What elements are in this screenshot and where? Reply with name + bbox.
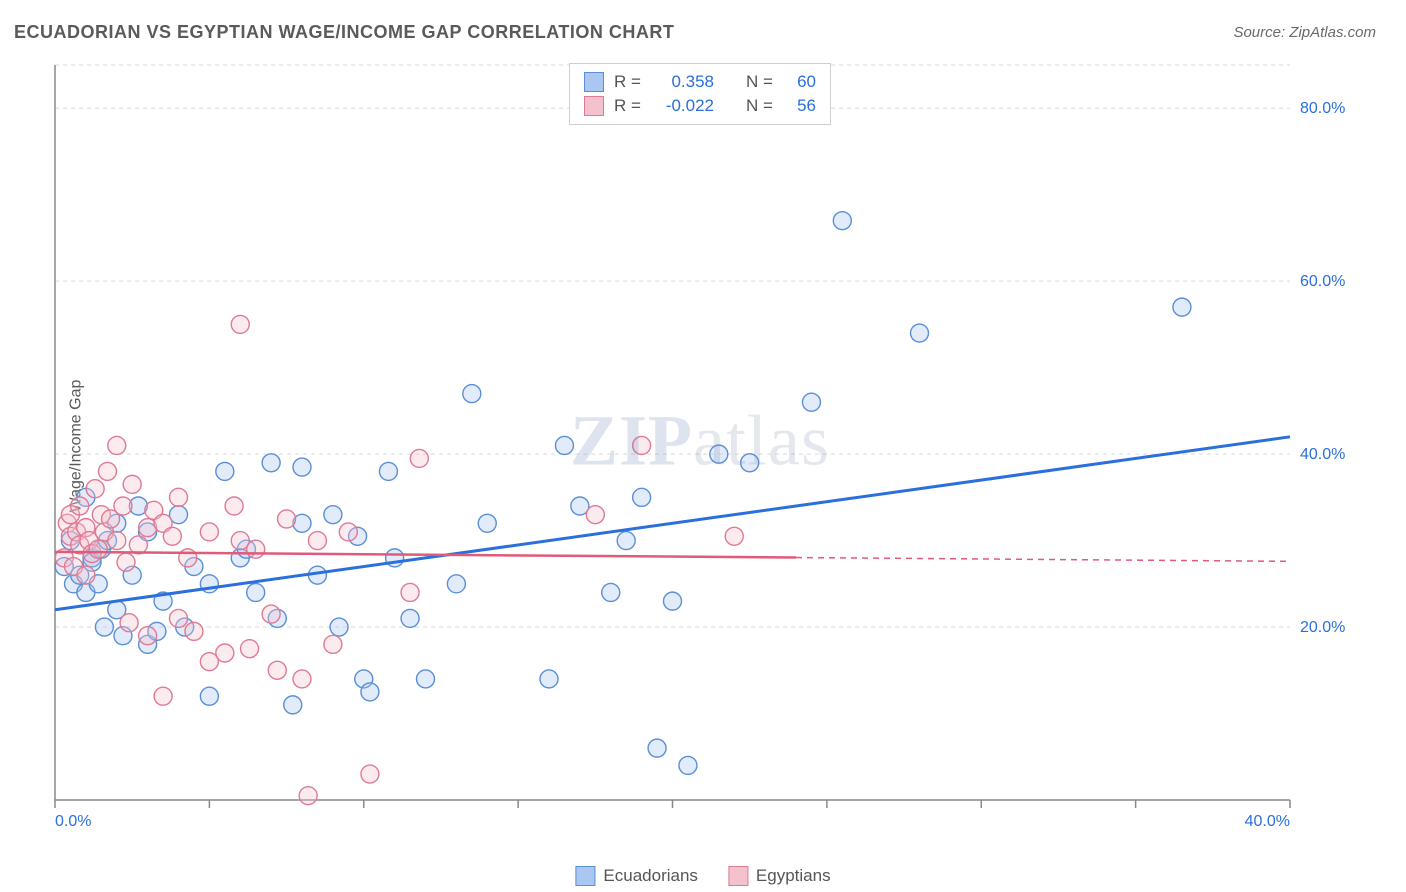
y-tick-label: 60.0% [1300, 273, 1345, 290]
scatter-point [833, 212, 851, 230]
scatter-point [139, 627, 157, 645]
scatter-point [293, 670, 311, 688]
scatter-point [170, 609, 188, 627]
scatter-point [664, 592, 682, 610]
scatter-point [648, 739, 666, 757]
scatter-plot: 20.0%40.0%60.0%80.0%0.0%40.0% ZIPatlas R… [50, 60, 1350, 830]
legend-r-label: R = [614, 70, 644, 94]
scatter-point [586, 506, 604, 524]
scatter-point [617, 532, 635, 550]
x-tick-label: 40.0% [1245, 813, 1290, 830]
scatter-point [120, 614, 138, 632]
legend-n-label: N = [746, 70, 776, 94]
scatter-point [602, 583, 620, 601]
scatter-point [447, 575, 465, 593]
y-tick-label: 20.0% [1300, 619, 1345, 636]
scatter-point [540, 670, 558, 688]
scatter-point [324, 506, 342, 524]
trend-line [55, 437, 1290, 610]
scatter-point [284, 696, 302, 714]
scatter-point [293, 458, 311, 476]
legend-item: Ecuadorians [575, 866, 698, 886]
scatter-point [417, 670, 435, 688]
legend-n-value: 56 [786, 94, 816, 118]
legend-row: R = -0.022 N = 56 [584, 94, 816, 118]
legend-swatch [584, 96, 604, 116]
source-label: Source: ZipAtlas.com [1233, 24, 1376, 41]
scatter-point [410, 449, 428, 467]
legend-swatch [584, 72, 604, 92]
scatter-point [98, 462, 116, 480]
scatter-point [241, 640, 259, 658]
legend-swatch [575, 866, 595, 886]
scatter-point [108, 532, 126, 550]
legend-r-label: R = [614, 94, 644, 118]
legend-swatch [728, 866, 748, 886]
scatter-point [247, 540, 265, 558]
legend-n-value: 60 [786, 70, 816, 94]
scatter-point [361, 683, 379, 701]
scatter-point [299, 787, 317, 805]
y-tick-label: 80.0% [1300, 100, 1345, 117]
scatter-point [154, 687, 172, 705]
scatter-point [401, 583, 419, 601]
scatter-point [330, 618, 348, 636]
scatter-point [225, 497, 243, 515]
scatter-point [633, 488, 651, 506]
scatter-point [170, 488, 188, 506]
scatter-point [478, 514, 496, 532]
scatter-point [163, 527, 181, 545]
legend-r-value: 0.358 [654, 70, 714, 94]
scatter-point [379, 462, 397, 480]
scatter-point [911, 324, 929, 342]
scatter-point [401, 609, 419, 627]
trend-line-dashed [796, 558, 1290, 562]
scatter-point [86, 480, 104, 498]
scatter-point [308, 532, 326, 550]
chart-title: ECUADORIAN VS EGYPTIAN WAGE/INCOME GAP C… [14, 22, 674, 43]
y-tick-label: 40.0% [1300, 446, 1345, 463]
scatter-point [247, 583, 265, 601]
scatter-point [123, 475, 141, 493]
scatter-point [71, 497, 89, 515]
scatter-point [77, 566, 95, 584]
scatter-point [555, 436, 573, 454]
scatter-point [268, 661, 286, 679]
scatter-point [324, 635, 342, 653]
scatter-point [117, 553, 135, 571]
scatter-point [1173, 298, 1191, 316]
legend-item: Egyptians [728, 866, 831, 886]
scatter-point [95, 618, 113, 636]
scatter-point [741, 454, 759, 472]
x-tick-label: 0.0% [55, 813, 91, 830]
legend-series-label: Ecuadorians [603, 866, 698, 886]
scatter-point [200, 523, 218, 541]
scatter-point [262, 454, 280, 472]
scatter-point [725, 527, 743, 545]
scatter-point [633, 436, 651, 454]
scatter-point [200, 687, 218, 705]
scatter-point [361, 765, 379, 783]
correlation-legend: R = 0.358 N = 60 R = -0.022 N = 56 [569, 63, 831, 125]
scatter-point [216, 462, 234, 480]
legend-series-label: Egyptians [756, 866, 831, 886]
scatter-point [339, 523, 357, 541]
series-legend: Ecuadorians Egyptians [575, 866, 830, 886]
scatter-point [231, 315, 249, 333]
scatter-point [108, 436, 126, 454]
scatter-point [463, 385, 481, 403]
scatter-point [262, 605, 280, 623]
legend-n-label: N = [746, 94, 776, 118]
legend-r-value: -0.022 [654, 94, 714, 118]
scatter-point [710, 445, 728, 463]
scatter-point [216, 644, 234, 662]
scatter-point [114, 497, 132, 515]
scatter-point [89, 540, 107, 558]
legend-row: R = 0.358 N = 60 [584, 70, 816, 94]
scatter-point [679, 756, 697, 774]
scatter-point [185, 622, 203, 640]
scatter-point [278, 510, 296, 528]
scatter-point [802, 393, 820, 411]
